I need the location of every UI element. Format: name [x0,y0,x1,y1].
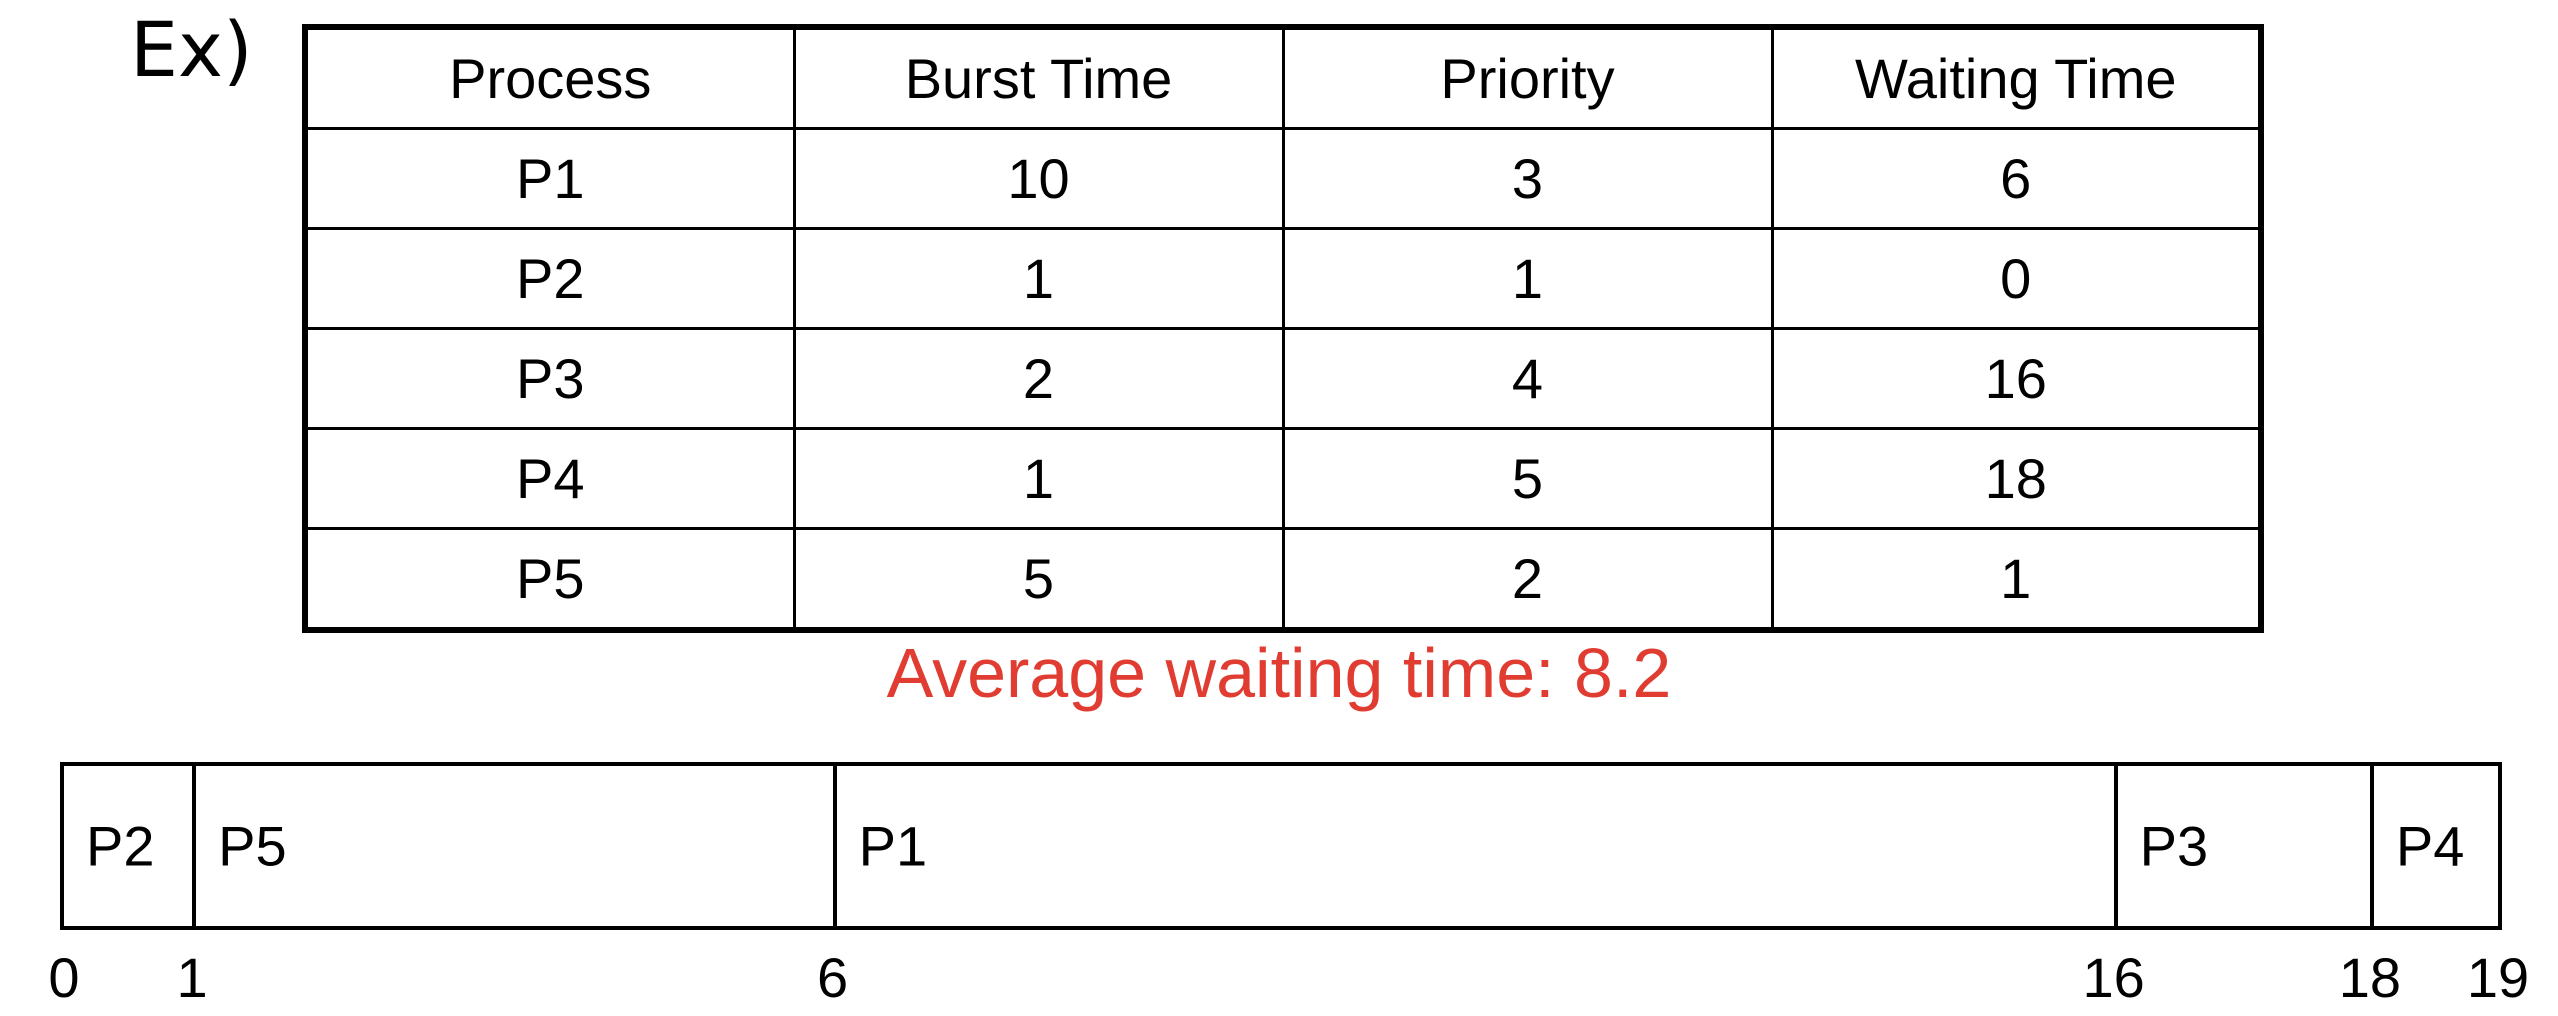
process-table: Process Burst Time Priority Waiting Time… [302,24,2264,633]
cell-process: P3 [303,327,796,430]
gantt-tick-label: 19 [2466,946,2530,1009]
gantt-segment: P4 [2369,766,2498,926]
table-row: P1 10 3 6 [303,127,2263,230]
gantt-tick-label: 18 [2338,946,2402,1009]
cell-waiting-time: 18 [1770,427,2263,530]
table-row: P2 1 1 0 [303,227,2263,330]
cell-waiting-time: 16 [1770,327,2263,430]
header-priority: Priority [1281,25,1774,130]
gantt-segment-label: P5 [218,814,287,878]
gantt-segment: P1 [832,766,2114,926]
gantt-segment-label: P4 [2395,814,2465,878]
cell-process: P2 [303,227,796,330]
gantt-chart: P2 P5 P1 P3 P4 [60,762,2502,930]
table-row: P3 2 4 16 [303,327,2263,430]
gantt-segment: P2 [64,766,192,926]
cell-process: P1 [303,127,796,230]
header-waiting-time: Waiting Time [1770,25,2263,130]
cell-priority: 2 [1281,527,1774,632]
gantt-tick-label: 6 [817,946,849,1009]
gantt-tick-label: 1 [176,946,208,1009]
cell-burst-time: 1 [792,227,1285,330]
average-label: Average waiting time: [886,634,1555,712]
gantt-segment-label: P1 [858,814,928,878]
gantt-tick-label: 0 [48,946,80,1009]
table-row: P4 1 5 18 [303,427,2263,530]
average-waiting-time: Average waiting time: 8.2 [0,635,2558,712]
gantt-segment: P5 [192,766,833,926]
gantt-tick-label: 16 [2082,946,2145,1009]
cell-waiting-time: 6 [1770,127,2263,230]
cell-priority: 3 [1281,127,1774,230]
cell-process: P4 [303,427,796,530]
cell-priority: 4 [1281,327,1774,430]
cell-waiting-time: 1 [1770,527,2263,632]
cell-process: P5 [303,527,796,632]
gantt-segment-label: P3 [2139,814,2209,878]
cell-burst-time: 5 [792,527,1285,632]
header-burst-time: Burst Time [792,25,1285,130]
cell-priority: 1 [1281,227,1774,330]
gantt-segment: P3 [2113,766,2370,926]
table-row: P5 5 2 1 [303,527,2263,632]
average-value: 8.2 [1574,634,1672,712]
example-label: Ex) [130,5,253,94]
cell-burst-time: 2 [792,327,1285,430]
table-header-row: Process Burst Time Priority Waiting Time [303,25,2263,130]
cell-burst-time: 10 [792,127,1285,230]
cell-burst-time: 1 [792,427,1285,530]
gantt-segment-label: P2 [86,814,155,878]
cell-waiting-time: 0 [1770,227,2263,330]
header-process: Process [303,25,796,130]
cell-priority: 5 [1281,427,1774,530]
